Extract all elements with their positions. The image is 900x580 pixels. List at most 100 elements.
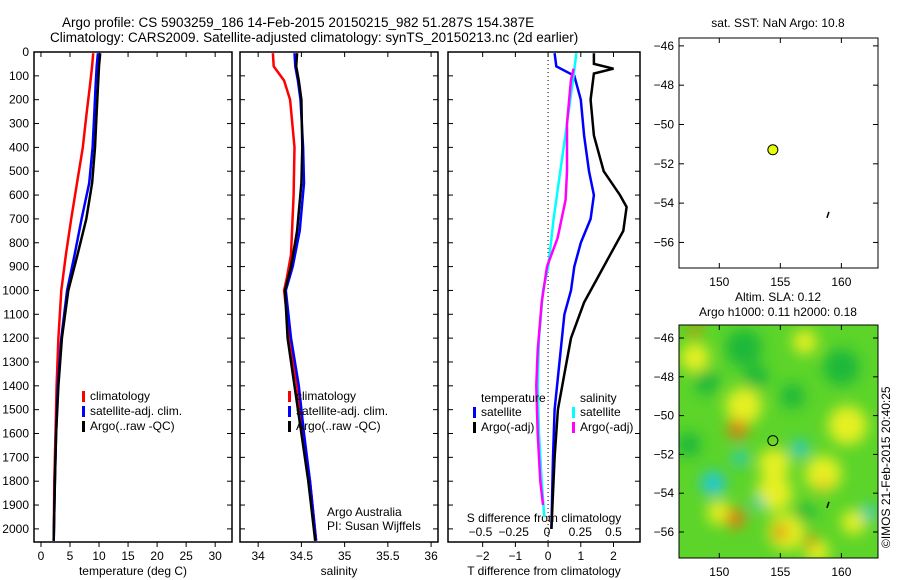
s-tick-label: −0.5	[469, 525, 493, 539]
depth-tick-label: 800	[9, 236, 29, 250]
sla-feature	[862, 505, 877, 520]
s-tick-label: 0.5	[605, 525, 622, 539]
sla-feature	[752, 496, 765, 510]
legend-swatch	[572, 407, 575, 418]
x-tick-label: 36	[424, 549, 438, 563]
sla-feature	[680, 342, 710, 373]
x-tick-label: 0	[545, 549, 552, 563]
legend-label: Argo(-adj)	[481, 420, 534, 434]
legend-label: Argo(..raw -QC)	[90, 419, 175, 433]
sla-map-frame	[678, 324, 879, 559]
sla-features	[679, 325, 877, 558]
legend-label: satellite	[580, 405, 621, 419]
depth-tick-label: 1800	[2, 474, 29, 488]
legend-swatch	[288, 391, 291, 402]
legend-label: satellite	[481, 405, 522, 419]
argo-position-marker	[767, 144, 779, 156]
map-y-tick-label: −56	[654, 525, 675, 539]
map-x-tick-label: 160	[831, 275, 851, 289]
map-y-tick-label: −46	[654, 39, 675, 53]
x-axis-label: T difference from climatology	[467, 564, 621, 578]
sla-feature	[725, 329, 763, 367]
x-tick-label: 34.5	[290, 549, 314, 563]
legend-swatch	[288, 421, 291, 432]
legend-label: satellite-adj. clim.	[296, 404, 388, 418]
map-x-tick-label: 150	[709, 565, 729, 579]
legend-title: temperature	[481, 391, 546, 405]
x-tick-label: 2	[610, 549, 617, 563]
sla-map-subtitle: Argo h1000: 0.11 h2000: 0.18	[699, 305, 857, 319]
x-tick-label: −2	[476, 549, 490, 563]
argo-position-marker	[767, 435, 779, 447]
depth-tick-label: 1900	[2, 498, 29, 512]
depth-tick-label: 1400	[2, 379, 29, 393]
x-tick-label: 35.5	[376, 549, 400, 563]
legend-label: Argo(-adj)	[580, 420, 633, 434]
sla-feature	[792, 329, 817, 355]
legend-swatch	[473, 422, 476, 433]
legend-title: salinity	[580, 391, 617, 405]
s-tick-label: 0	[544, 525, 551, 539]
annotation-line: Argo Australia	[327, 505, 402, 519]
legend-label: climatology	[296, 389, 356, 403]
x-tick-label: 15	[121, 549, 135, 563]
map-y-tick-label: −54	[654, 196, 675, 210]
s-axis-label: S difference from climatology	[467, 511, 622, 525]
depth-tick-label: 1600	[2, 427, 29, 441]
x-tick-label: 35	[338, 549, 352, 563]
s-tick-label: 0.25	[569, 525, 593, 539]
sla-feature	[818, 480, 828, 491]
sla-feature	[804, 455, 842, 493]
map-y-tick-label: −48	[654, 78, 675, 92]
figure-title-line2: Climatology: CARS2009. Satellite-adjuste…	[50, 30, 578, 45]
sla-feature	[804, 535, 817, 548]
map-x-tick-label: 160	[831, 565, 851, 579]
depth-tick-label: 600	[9, 188, 29, 202]
map-y-tick-label: −50	[654, 409, 675, 423]
map-y-tick-label: −52	[654, 157, 675, 171]
series-line-argo-raw-qc-	[283, 53, 317, 541]
map-y-tick-label: −56	[654, 235, 675, 249]
timestamp-label: ©IMOS 21-Feb-2015 20:40:25	[879, 386, 893, 548]
sla-feature	[841, 510, 866, 535]
sla-feature	[679, 432, 701, 457]
depth-tick-label: 0	[22, 45, 29, 59]
x-tick-label: 34	[251, 549, 265, 563]
map-x-tick-label: 155	[770, 565, 790, 579]
sla-feature	[743, 364, 769, 390]
sst-map-title: sat. SST: NaN Argo: 10.8	[711, 16, 845, 30]
series-line-climatology	[271, 53, 318, 541]
x-tick-label: 5	[67, 549, 74, 563]
series-line-climatology	[52, 53, 95, 541]
legend-swatch	[82, 406, 85, 417]
sla-feature	[794, 502, 815, 523]
series-line-argo-raw-qc-	[52, 53, 102, 541]
depth-tick-label: 1000	[2, 283, 29, 297]
sla-feature	[823, 348, 860, 386]
map-y-tick-label: −50	[654, 117, 675, 131]
depth-tick-label: 900	[9, 260, 29, 274]
x-axis-label: salinity	[321, 564, 358, 578]
sla-feature	[694, 370, 720, 395]
sla-feature	[773, 524, 788, 540]
figure-title-line1: Argo profile: CS 5903259_186 14-Feb-2015…	[62, 15, 534, 30]
depth-tick-label: 400	[9, 140, 29, 154]
track-mark	[826, 501, 830, 509]
map-y-tick-label: −52	[654, 447, 675, 461]
depth-tick-label: 1300	[2, 355, 29, 369]
sla-feature	[780, 383, 805, 409]
legend-swatch	[572, 422, 575, 433]
x-tick-label: 25	[179, 549, 193, 563]
sla-feature	[725, 508, 745, 529]
s-tick-label: −0.25	[499, 525, 530, 539]
sla-heatmap	[679, 325, 878, 558]
depth-tick-label: 1500	[2, 403, 29, 417]
series-line-temperature-satellite	[550, 53, 596, 529]
legend-swatch	[473, 407, 476, 418]
sla-feature	[725, 387, 763, 425]
depth-tick-label: 1700	[2, 450, 29, 464]
x-tick-label: 20	[150, 549, 164, 563]
depth-tick-label: 100	[9, 69, 29, 83]
depth-tick-label: 500	[9, 164, 29, 178]
